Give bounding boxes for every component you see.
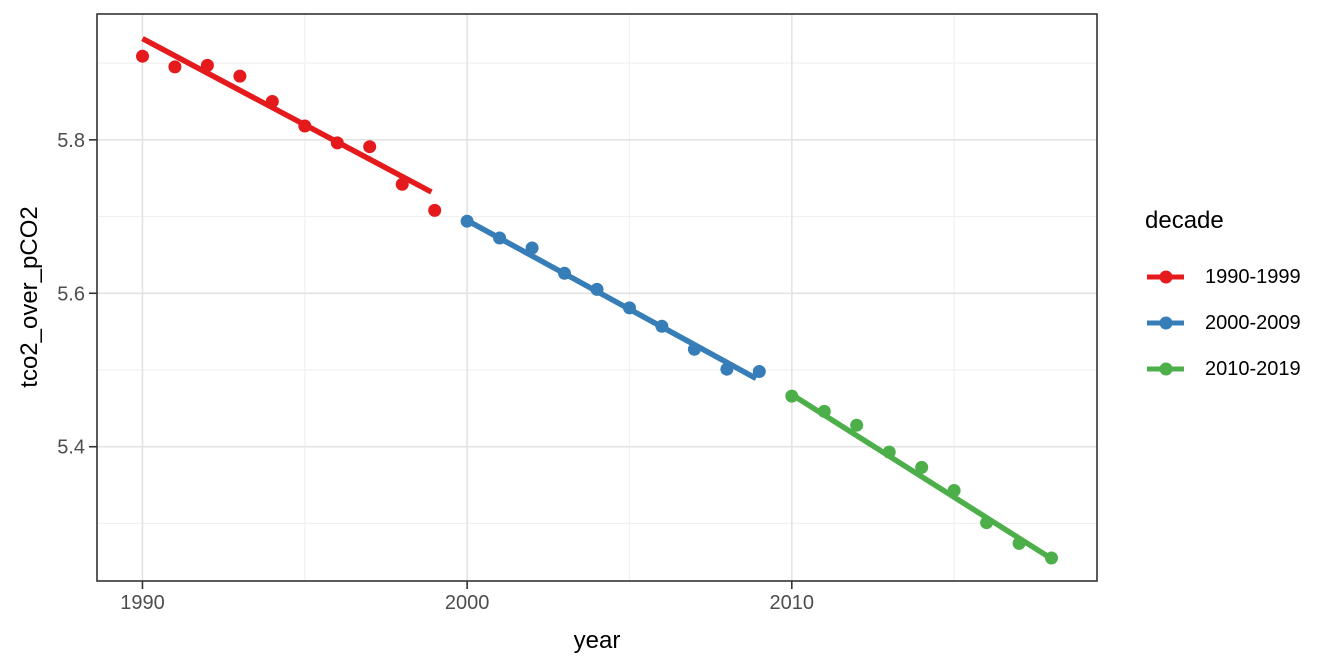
svg-text:1990: 1990	[120, 592, 165, 614]
y-axis-title: tco2_over_pCO2	[16, 206, 43, 388]
x-axis-title: year	[573, 627, 621, 654]
svg-text:5.8: 5.8	[57, 130, 85, 152]
svg-text:2010: 2010	[770, 592, 815, 614]
legend-key-dot	[1159, 316, 1172, 330]
legend-key-line-dot-icon	[1147, 361, 1184, 377]
svg-text:5.6: 5.6	[57, 283, 85, 305]
legend-item-1990-1999: 1990-1999	[1145, 254, 1301, 300]
legend-label: 2010-2019	[1205, 357, 1301, 380]
legend-label: 2000-2009	[1205, 311, 1301, 334]
legend-label: 1990-1999	[1205, 265, 1301, 288]
svg-text:2000: 2000	[445, 592, 490, 614]
legend-item-2010-2019: 2010-2019	[1145, 346, 1301, 392]
legend: decade 1990-1999 2000-2009 2010-2019	[1145, 206, 1301, 392]
legend-title: decade	[1145, 207, 1224, 234]
legend-key-line-dot-icon	[1147, 269, 1184, 285]
legend-key-dot	[1159, 270, 1172, 284]
legend-key-line-dot-icon	[1147, 315, 1184, 331]
legend-key-dot	[1159, 362, 1172, 376]
legend-item-2000-2009: 2000-2009	[1145, 300, 1301, 346]
svg-text:5.4: 5.4	[57, 437, 85, 459]
